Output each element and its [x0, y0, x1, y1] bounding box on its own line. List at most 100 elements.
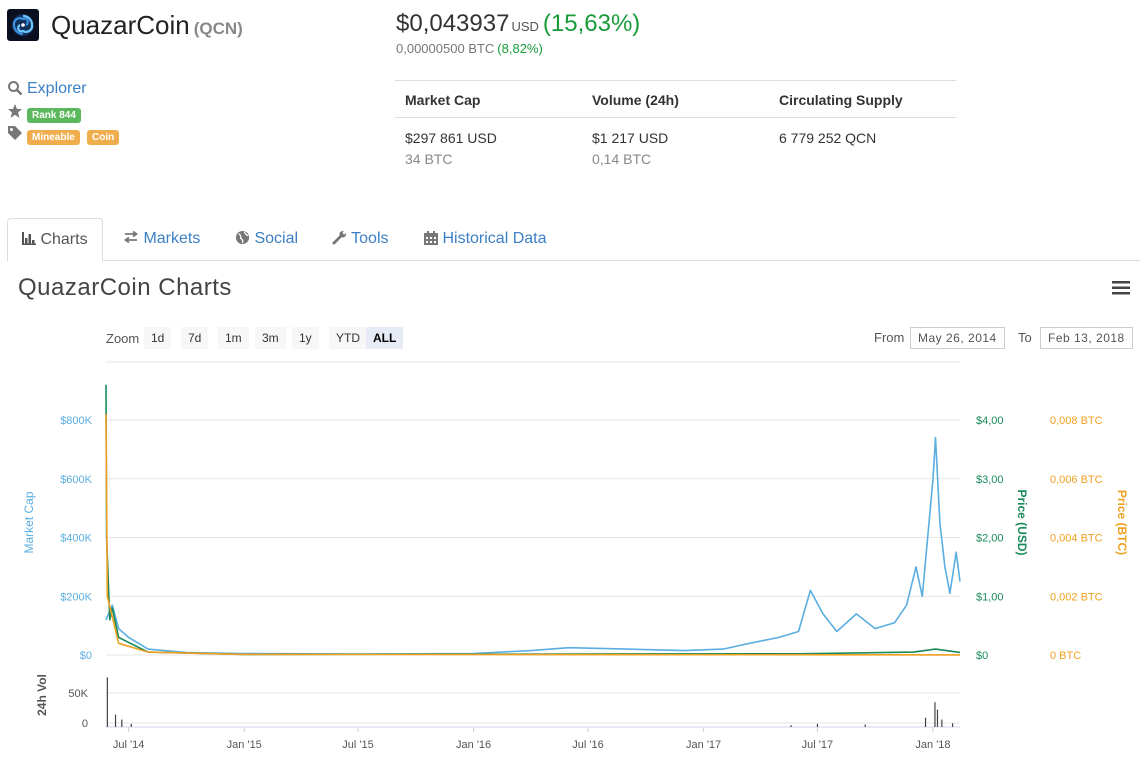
y-tick-label-price-btc: 0,008 BTC	[1050, 415, 1103, 427]
tab-social[interactable]: Social	[235, 218, 298, 260]
quazarcoin-logo-icon	[7, 9, 39, 41]
y-tick-label-price-usd: $0	[976, 650, 988, 662]
volume-axis-title: 24h Vol	[35, 674, 49, 716]
stats-header-market-cap: Market Cap	[405, 92, 481, 108]
y-tick-label-price-btc: 0 BTC	[1050, 650, 1081, 662]
price-btc: 0,00000500 BTC (8,82%)	[396, 41, 543, 56]
coin-name: QuazarCoin (QCN)	[51, 10, 243, 41]
x-tick-label: Jan '15	[227, 739, 262, 751]
x-tick-label: Jan '17	[686, 739, 721, 751]
volume-bar	[864, 724, 866, 727]
tab-markets-label: Markets	[143, 230, 201, 247]
volume-bar	[130, 723, 132, 727]
to-date-input[interactable]: Feb 13, 2018	[1040, 327, 1133, 349]
volume-bar	[114, 714, 117, 727]
price-btc-change: (8,82%)	[497, 41, 543, 56]
x-tick-label: Jul '15	[342, 739, 373, 751]
volume-tick-label: 50K	[68, 688, 88, 700]
y-tick-label-price-btc: 0,006 BTC	[1050, 474, 1103, 486]
tab-tools[interactable]: Tools	[332, 218, 389, 260]
tab-markets[interactable]: Markets	[123, 218, 200, 260]
volume-bar	[924, 717, 927, 727]
price-chart[interactable]: $0 $0 0 BTC $200K $1,00 0,002 BTC $400K $2,00 0,…	[0, 355, 1140, 776]
tab-historical-data[interactable]: Historical Data	[424, 218, 546, 260]
series-line-market-cap	[105, 436, 961, 655]
tag-badge-coin[interactable]: Coin	[87, 130, 120, 145]
zoom-button-7d[interactable]: 7d	[181, 327, 209, 349]
volume-tick-label: 0	[82, 718, 88, 730]
stats-header-supply: Circulating Supply	[779, 92, 903, 108]
tab-social-label: Social	[254, 230, 299, 247]
to-label: To	[1018, 330, 1032, 345]
hamburger-menu-icon[interactable]	[1112, 278, 1130, 301]
calendar-icon	[424, 231, 438, 245]
stats-body-row: $297 861 USD 34 BTC $1 217 USD 0,14 BTC …	[395, 118, 956, 178]
volume-usd: $1 217 USD	[592, 130, 669, 146]
y-axis-title-market-cap: Market Cap	[22, 491, 36, 553]
y-tick-label-market-cap: $400K	[60, 533, 92, 545]
stats-header-volume: Volume (24h)	[592, 92, 679, 108]
tab-historical-data-label: Historical Data	[442, 230, 547, 247]
tab-charts-label: Charts	[40, 231, 88, 248]
y-tick-label-market-cap: $200K	[60, 591, 92, 603]
y-tick-label-market-cap: $0	[80, 650, 92, 662]
volume-bar	[934, 702, 936, 727]
circulating-supply: 6 779 252 QCN	[779, 130, 877, 146]
y-tick-label-price-usd: $3,00	[976, 474, 1004, 486]
zoom-button-3m[interactable]: 3m	[255, 327, 286, 349]
zoom-button-all[interactable]: ALL	[366, 327, 404, 349]
volume-bar	[941, 719, 943, 727]
volume-bar	[121, 719, 123, 727]
y-tick-label-market-cap: $600K	[60, 474, 92, 486]
zoom-label: Zoom	[106, 331, 140, 346]
star-icon	[7, 103, 23, 124]
x-tick-label: Jan '18	[915, 739, 950, 751]
volume-bar	[951, 723, 954, 727]
y-tick-label-price-usd: $1,00	[976, 591, 1004, 603]
price-usd-currency: USD	[511, 19, 539, 34]
explorer-link[interactable]: Explorer	[27, 80, 87, 97]
y-axis-title-price-btc: Price (BTC)	[1115, 490, 1129, 555]
y-tick-label-price-usd: $2,00	[976, 533, 1004, 545]
from-label: From	[874, 330, 905, 345]
exchange-arrows-icon	[123, 230, 139, 244]
rank-badge: Rank 844	[27, 108, 81, 123]
volume-bar	[816, 723, 819, 727]
tag-badge-mineable[interactable]: Mineable	[27, 130, 80, 145]
tab-bar: Charts Markets Social Tools Historical D…	[7, 218, 1140, 262]
wrench-icon	[332, 230, 347, 245]
tab-tools-label: Tools	[351, 230, 389, 247]
volume-bar	[106, 677, 108, 727]
stats-header-row: Market Cap Volume (24h) Circulating Supp…	[395, 81, 956, 118]
volume-bar	[790, 725, 792, 727]
x-tick-label: Jul '16	[572, 739, 603, 751]
zoom-button-1d[interactable]: 1d	[144, 327, 172, 349]
y-tick-label-price-btc: 0,004 BTC	[1050, 533, 1103, 545]
zoom-button-1m[interactable]: 1m	[218, 327, 249, 349]
y-axis-title-price-usd: Price (USD)	[1015, 489, 1029, 555]
x-tick-label: Jan '16	[456, 739, 491, 751]
chart-title: QuazarCoin Charts	[18, 274, 232, 301]
series-line-price-usd	[105, 384, 961, 656]
volume-bar	[936, 709, 939, 727]
series-line-price-btc	[105, 414, 961, 656]
y-tick-label-price-btc: 0,002 BTC	[1050, 591, 1103, 603]
y-tick-label-market-cap: $800K	[60, 415, 92, 427]
y-tick-label-price-usd: $4,00	[976, 415, 1004, 427]
tag-icon	[7, 125, 23, 146]
price-btc-value: 0,00000500 BTC	[396, 41, 495, 56]
stats-table: Market Cap Volume (24h) Circulating Supp…	[395, 80, 956, 178]
zoom-button-ytd[interactable]: YTD	[329, 327, 367, 349]
market-cap-btc: 34 BTC	[405, 151, 453, 167]
globe-icon	[235, 230, 250, 245]
price-usd-value: $0,043937	[396, 10, 510, 37]
price-usd-change: (15,63%)	[542, 10, 641, 37]
from-date-input[interactable]: May 26, 2014	[910, 327, 1005, 349]
coin-name-text: QuazarCoin	[51, 10, 190, 40]
bar-chart-icon	[22, 232, 36, 245]
zoom-button-1y[interactable]: 1y	[292, 327, 319, 349]
tab-charts[interactable]: Charts	[7, 218, 103, 262]
coin-symbol: (QCN)	[193, 19, 243, 38]
market-cap-usd: $297 861 USD	[405, 130, 497, 146]
price-usd: $0,043937 USD (15,63%)	[396, 10, 640, 38]
